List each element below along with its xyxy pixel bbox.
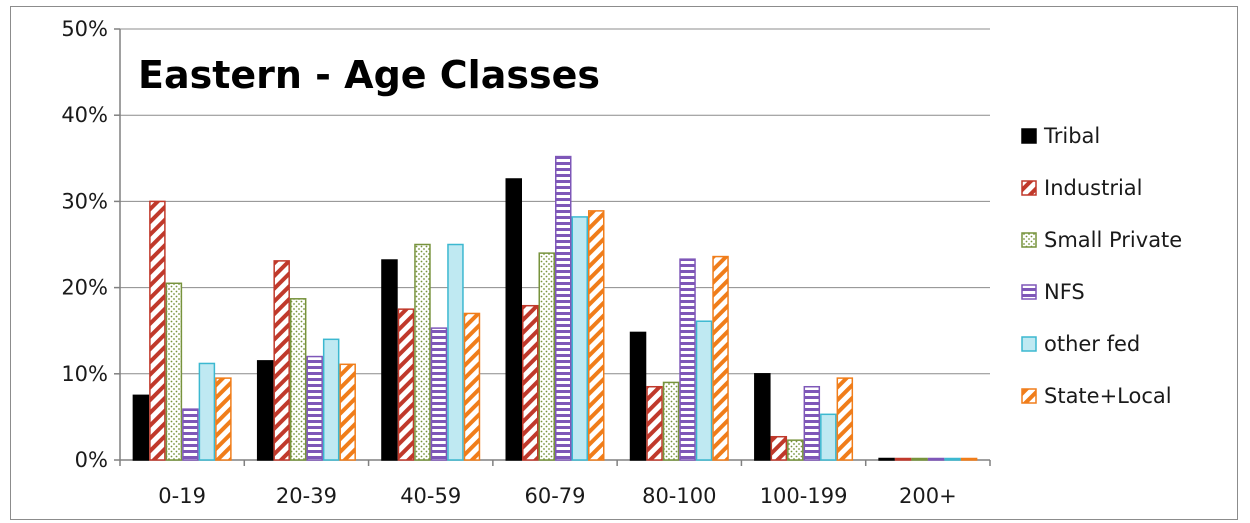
- bar-other-fed-60-79: [571, 216, 588, 461]
- bar-industrial-200+: [894, 457, 912, 461]
- legend-swatch: [1021, 284, 1037, 300]
- y-tick-label: 10%: [61, 362, 108, 386]
- bar-state-local-200+: [960, 457, 978, 461]
- x-tick-label: 40-59: [400, 484, 461, 508]
- bar-nfs-100-199: [803, 385, 821, 461]
- bar-other-fed-200+: [944, 457, 961, 461]
- legend[interactable]: Tribal Industrial Small Private NFS other fe…: [1021, 124, 1182, 408]
- bar-industrial-80-100: [646, 385, 663, 461]
- bar-industrial-40-59: [397, 308, 415, 461]
- legend-label: State+Local: [1044, 384, 1172, 408]
- legend-swatch: [1021, 128, 1037, 144]
- bar-tribal-20-39: [256, 360, 274, 461]
- legend-item-tribal[interactable]: Tribal: [1021, 124, 1100, 148]
- bar-nfs-20-39: [306, 355, 323, 461]
- bar-nfs-60-79: [555, 155, 572, 461]
- legend-label: NFS: [1044, 280, 1085, 304]
- bar-other-fed-100-199: [820, 413, 837, 461]
- bar-other-fed-20-39: [322, 338, 340, 461]
- bar-state-local-0-19: [215, 377, 232, 461]
- bar-tribal-200+: [878, 457, 895, 461]
- legend-label: Tribal: [1043, 124, 1100, 148]
- x-tick-labels: 0-19 20-39 40-59 60-79 80-100 100-199 200+: [158, 484, 956, 508]
- x-tick-label: 200+: [899, 484, 957, 508]
- bar-small-private-200+: [911, 457, 928, 461]
- bar-small-private-100-199: [787, 439, 804, 461]
- legend-swatch: [1021, 180, 1037, 196]
- bar-state-local-80-100: [712, 255, 729, 461]
- legend-label: other fed: [1044, 332, 1140, 356]
- bar-small-private-60-79: [538, 252, 555, 461]
- bar-other-fed-40-59: [447, 243, 464, 461]
- bar-state-local-20-39: [339, 363, 356, 461]
- legend-item-small-private[interactable]: Small Private: [1021, 228, 1182, 252]
- bar-industrial-20-39: [273, 260, 290, 461]
- bar-state-local-100-199: [836, 377, 854, 461]
- bar-state-local-60-79: [588, 210, 605, 461]
- bar-small-private-80-100: [662, 381, 680, 461]
- chart-title: Eastern - Age Classes: [138, 53, 600, 97]
- bar-nfs-40-59: [430, 327, 448, 461]
- bar-state-local-40-59: [463, 312, 481, 461]
- x-tick-marks: [119, 460, 991, 466]
- bar-tribal-40-59: [381, 259, 398, 461]
- y-tick-label: 30%: [61, 189, 108, 213]
- legend-item-industrial[interactable]: Industrial: [1021, 176, 1143, 200]
- x-tick-label: 0-19: [158, 484, 206, 508]
- x-tick-label: 20-39: [276, 484, 337, 508]
- bar-small-private-0-19: [165, 282, 183, 461]
- bar-nfs-200+: [927, 457, 945, 461]
- legend-item-nfs[interactable]: NFS: [1021, 280, 1085, 304]
- bar-other-fed-0-19: [198, 362, 216, 461]
- legend-item-other-fed[interactable]: other fed: [1021, 332, 1140, 356]
- bar-small-private-40-59: [414, 243, 431, 461]
- legend-label: Small Private: [1044, 228, 1182, 252]
- legend-swatch: [1021, 388, 1037, 404]
- legend-item-state-local[interactable]: State+Local: [1021, 384, 1172, 408]
- legend-swatch: [1021, 336, 1037, 352]
- bar-tribal-100-199: [754, 373, 771, 461]
- bar-nfs-0-19: [182, 408, 199, 461]
- y-tick-label: 50%: [61, 17, 108, 41]
- legend-swatch: [1021, 232, 1037, 248]
- y-tick-label: 40%: [61, 103, 108, 127]
- bar-tribal-60-79: [505, 178, 522, 461]
- bar-industrial-100-199: [770, 435, 788, 461]
- legend-label: Industrial: [1044, 176, 1143, 200]
- x-tick-label: 80-100: [642, 484, 716, 508]
- x-tick-label: 60-79: [524, 484, 585, 508]
- bar-nfs-80-100: [679, 258, 696, 461]
- bar-industrial-0-19: [149, 200, 166, 461]
- bar-tribal-80-100: [629, 331, 647, 461]
- bars: [132, 155, 978, 461]
- y-tick-label: 20%: [61, 276, 108, 300]
- bar-tribal-0-19: [132, 394, 150, 461]
- bar-other-fed-80-100: [695, 320, 713, 461]
- y-tick-labels: 0% 10% 20% 30% 40% 50%: [61, 17, 108, 472]
- y-tick-label: 0%: [75, 448, 108, 472]
- x-tick-label: 100-199: [760, 484, 848, 508]
- bar-small-private-20-39: [289, 298, 307, 461]
- bar-industrial-60-79: [522, 304, 539, 461]
